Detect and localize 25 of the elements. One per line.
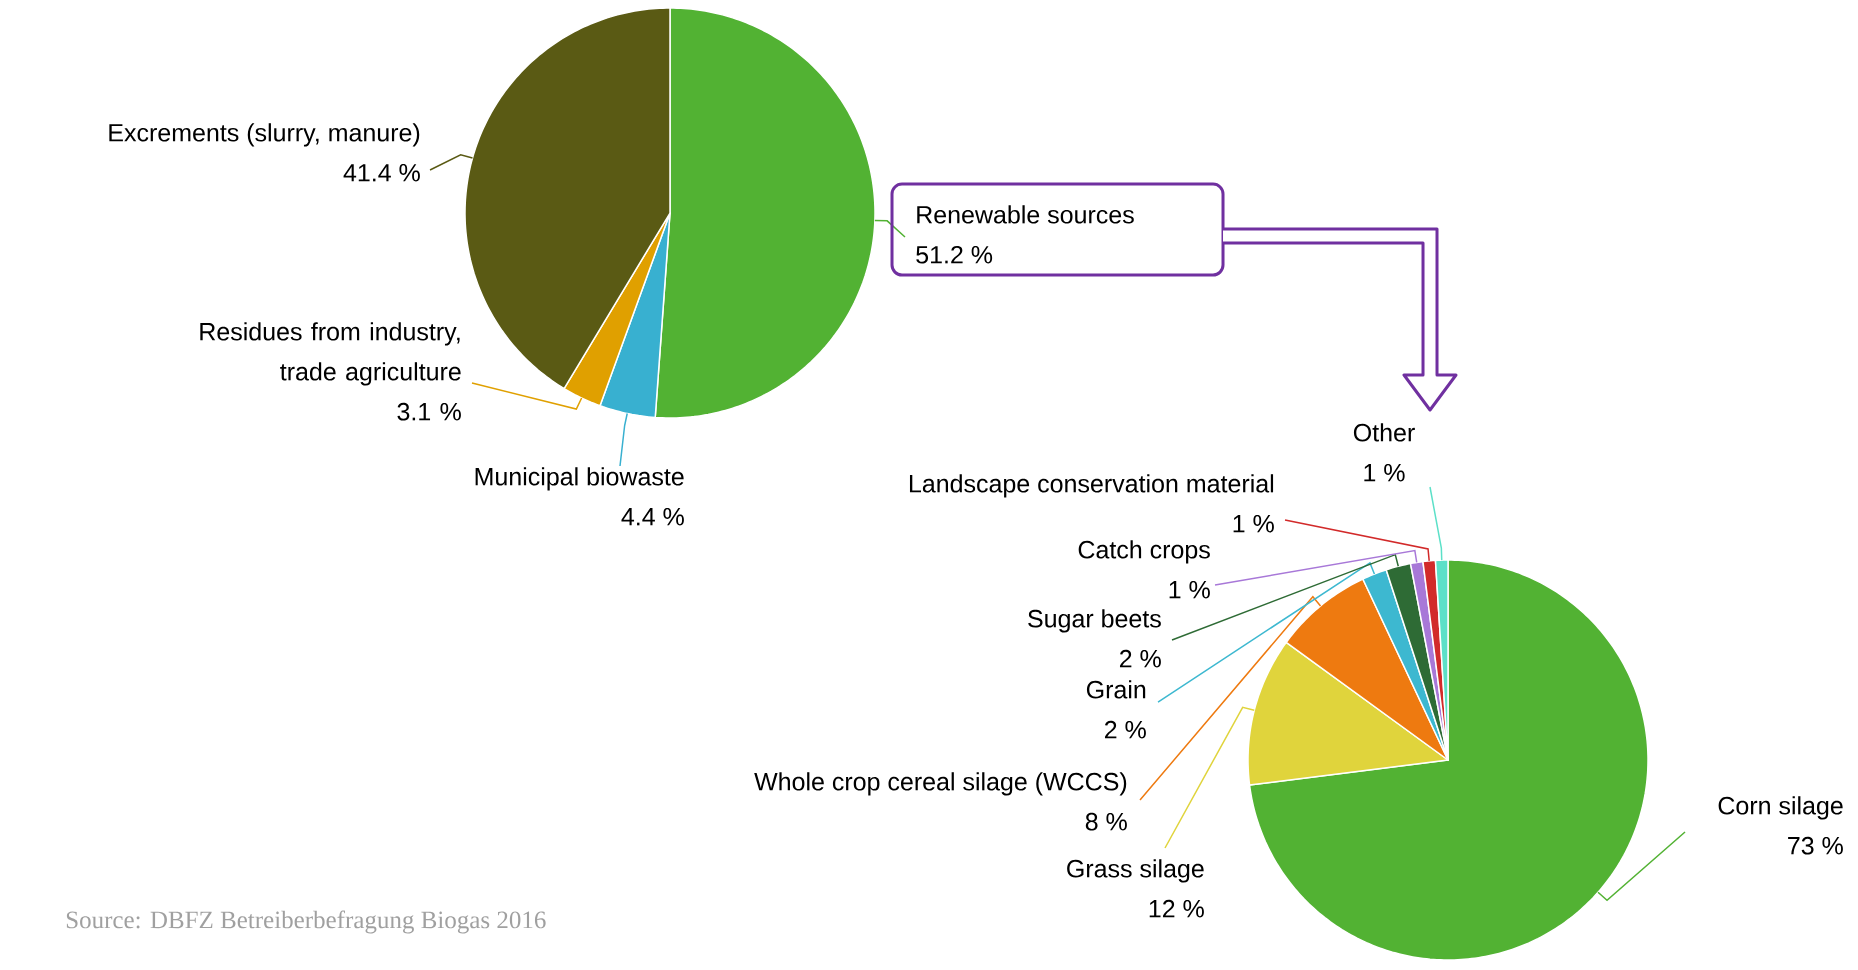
slice-label: Excrements (slurry, manure) bbox=[109, 123, 420, 147]
slice-label: Whole crop cereal silage (WCCS) bbox=[754, 772, 1127, 796]
data-label: 2 % bbox=[1104, 720, 1146, 739]
slice-label: Catch crops bbox=[1078, 540, 1210, 564]
data-label: 12 % bbox=[1149, 899, 1204, 918]
data-label: 1 % bbox=[1233, 514, 1274, 533]
data-label: 41.4 % bbox=[343, 163, 420, 182]
data-label: 1 % bbox=[1169, 580, 1210, 599]
data-label: 51.2 % bbox=[916, 245, 993, 264]
slice-label: Renewable sources bbox=[917, 205, 1134, 224]
data-label: 8 % bbox=[1085, 812, 1127, 831]
data-label: 1 % bbox=[1364, 463, 1405, 482]
slice-label: Residues from industry, trade agriculture bbox=[200, 322, 461, 386]
slice-label: Municipal biowaste bbox=[475, 467, 684, 491]
slice-label: Grain bbox=[1086, 680, 1146, 699]
data-label: 4.4 % bbox=[621, 507, 684, 526]
slice-label: Other bbox=[1353, 423, 1415, 442]
slice-label: Sugar beets bbox=[1028, 609, 1161, 633]
data-label: 73 % bbox=[1788, 836, 1843, 855]
slice-label: Landscape conservation material bbox=[909, 474, 1274, 498]
data-label: 2 % bbox=[1119, 649, 1161, 668]
slice-label: Grass silage bbox=[1067, 859, 1204, 883]
source-note: Source: DBFZ Betreiberbefragung Biogas 2016 bbox=[66, 910, 546, 934]
slice-label: Corn silage bbox=[1718, 796, 1843, 820]
data-label: 3.1 % bbox=[397, 402, 461, 421]
